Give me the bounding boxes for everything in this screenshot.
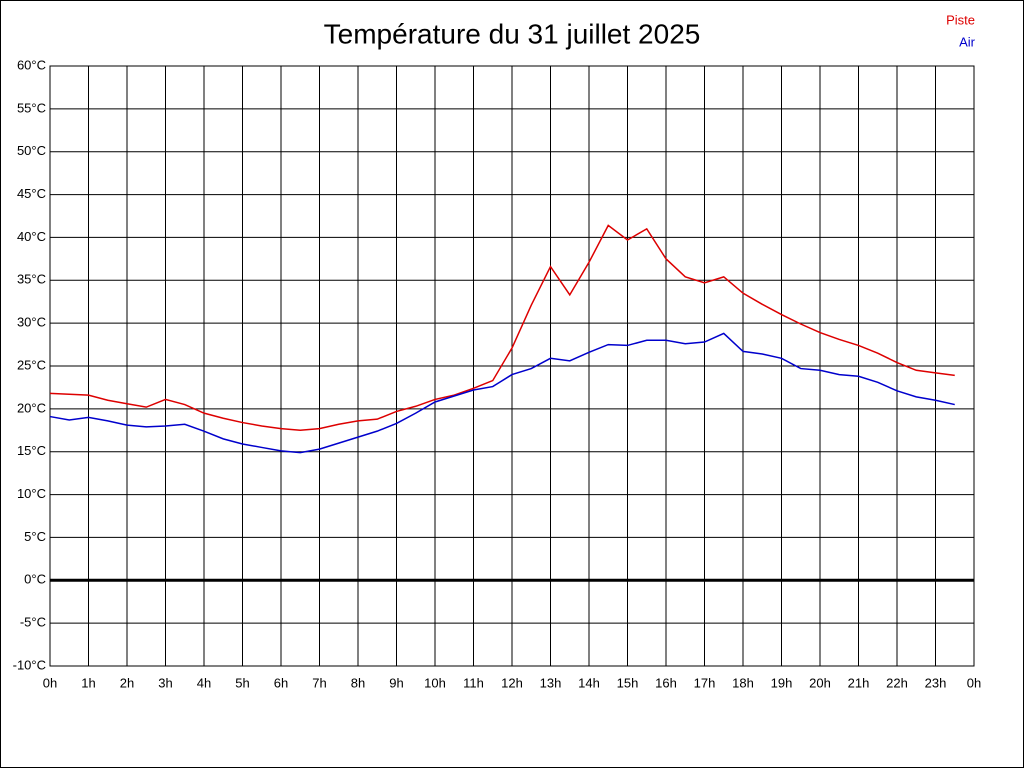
x-tick-label: 18h xyxy=(732,675,754,690)
x-tick-label: 12h xyxy=(501,675,523,690)
x-tick-label: 9h xyxy=(389,675,403,690)
series-line xyxy=(49,332,955,454)
y-tick-label: 45°C xyxy=(17,186,46,201)
y-tick-label: -5°C xyxy=(20,615,46,630)
x-tick-label: 4h xyxy=(197,675,211,690)
y-tick-label: 5°C xyxy=(24,529,46,544)
x-tick-label: 20h xyxy=(809,675,831,690)
x-tick-label: 10h xyxy=(424,675,446,690)
y-tick-label: 55°C xyxy=(17,100,46,115)
x-tick-label: 19h xyxy=(771,675,793,690)
x-tick-label: 1h xyxy=(81,675,95,690)
x-tick-label: 16h xyxy=(655,675,677,690)
x-tick-label: 17h xyxy=(694,675,716,690)
y-tick-label: 0°C xyxy=(24,572,46,587)
y-tick-label: 50°C xyxy=(17,143,46,158)
x-tick-label: 15h xyxy=(617,675,639,690)
x-tick-label: 0h xyxy=(967,675,981,690)
y-tick-label: 30°C xyxy=(17,315,46,330)
y-tick-label: 10°C xyxy=(17,486,46,501)
x-tick-label: 13h xyxy=(540,675,562,690)
y-tick-label: -10°C xyxy=(13,657,46,672)
x-tick-label: 2h xyxy=(120,675,134,690)
x-tick-label: 22h xyxy=(886,675,908,690)
x-tick-label: 21h xyxy=(848,675,870,690)
x-tick-label: 11h xyxy=(463,675,484,690)
y-tick-label: 20°C xyxy=(17,400,46,415)
plot-border xyxy=(49,65,975,667)
series-line xyxy=(49,224,955,432)
y-tick-label: 60°C xyxy=(17,57,46,72)
x-tick-label: 8h xyxy=(351,675,365,690)
y-tick-label: 40°C xyxy=(17,229,46,244)
x-tick-label: 6h xyxy=(274,675,288,690)
legend-label: Air xyxy=(959,34,976,49)
y-tick-label: 15°C xyxy=(17,443,46,458)
x-tick-label: 5h xyxy=(235,675,249,690)
y-tick-label: 25°C xyxy=(17,357,46,372)
x-tick-label: 23h xyxy=(925,675,947,690)
y-tick-label: 35°C xyxy=(17,272,46,287)
x-tick-label: 7h xyxy=(312,675,326,690)
x-tick-label: 3h xyxy=(158,675,172,690)
chart-title: Température du 31 juillet 2025 xyxy=(324,18,701,49)
legend-label: Piste xyxy=(946,12,975,27)
x-tick-label: 14h xyxy=(578,675,600,690)
x-tick-label: 0h xyxy=(43,675,57,690)
